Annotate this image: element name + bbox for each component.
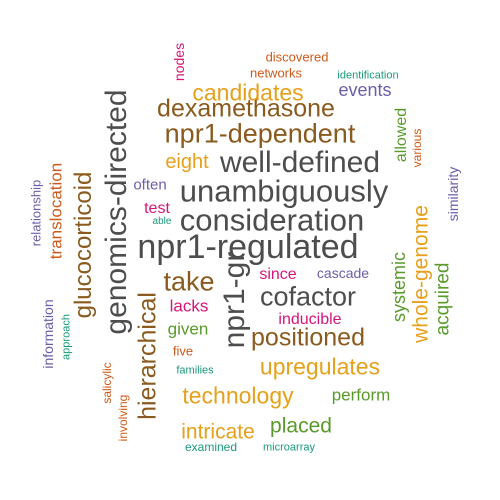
word-salicylic: salicylic — [100, 362, 114, 404]
word-upregulates: upregulates — [259, 353, 381, 380]
word-genomics-directed: genomics-directed — [100, 89, 133, 335]
word-dexamethasone: dexamethasone — [157, 94, 335, 123]
word-able: able — [152, 216, 172, 227]
word-allowed: allowed — [393, 107, 410, 163]
word-translocation: translocation — [46, 162, 66, 260]
word-similarity: similarity — [445, 166, 461, 222]
word-acquired: acquired — [432, 262, 454, 336]
word-eight: eight — [165, 151, 209, 173]
word-npr1-regulated: npr1-regulated — [137, 228, 359, 266]
word-test: test — [144, 200, 170, 217]
word-events: events — [338, 80, 392, 100]
word-hierarchical: hierarchical — [133, 292, 162, 420]
word-approach: approach — [60, 314, 73, 360]
word-npr1-gr: npr1-gr — [218, 251, 251, 349]
word-well-defined: well-defined — [219, 146, 381, 179]
word-candidates: candidates — [192, 79, 304, 106]
word-cascade: cascade — [316, 265, 370, 281]
word-relationship: relationship — [28, 179, 44, 247]
word-intricate: intricate — [181, 420, 255, 444]
word-examined: examined — [184, 440, 238, 454]
word-information: information — [40, 299, 56, 369]
word-given: given — [167, 319, 209, 339]
word-families: families — [176, 364, 214, 377]
word-microarray: microarray — [263, 441, 315, 454]
word-involving: involving — [116, 394, 130, 442]
word-perform: perform — [331, 385, 391, 405]
word-networks: networks — [249, 65, 303, 81]
word-systemic: systemic — [389, 251, 409, 323]
word-discovered: discovered — [265, 49, 329, 65]
word-take: take — [163, 266, 215, 297]
word-technology: technology — [182, 382, 294, 409]
word-npr1-dependent: npr1-dependent — [164, 118, 356, 149]
word-lacks: lacks — [169, 296, 209, 316]
word-since: since — [259, 266, 297, 283]
word-positioned: positioned — [251, 323, 365, 352]
word-glucocorticoid: glucocorticoid — [70, 171, 97, 319]
word-nodes: nodes — [171, 42, 187, 82]
word-unambiguously: unambiguously — [179, 173, 389, 209]
word-consideration: consideration — [179, 202, 365, 238]
word-identification: identification — [337, 69, 399, 82]
word-cofactor: cofactor — [259, 281, 357, 312]
word-often: often — [133, 176, 167, 194]
word-whole-genome: whole-genome — [409, 205, 433, 343]
word-various: various — [410, 128, 424, 168]
word-five: five — [172, 343, 194, 359]
word-inducible: inducible — [278, 311, 342, 328]
word-placed: placed — [270, 414, 332, 438]
